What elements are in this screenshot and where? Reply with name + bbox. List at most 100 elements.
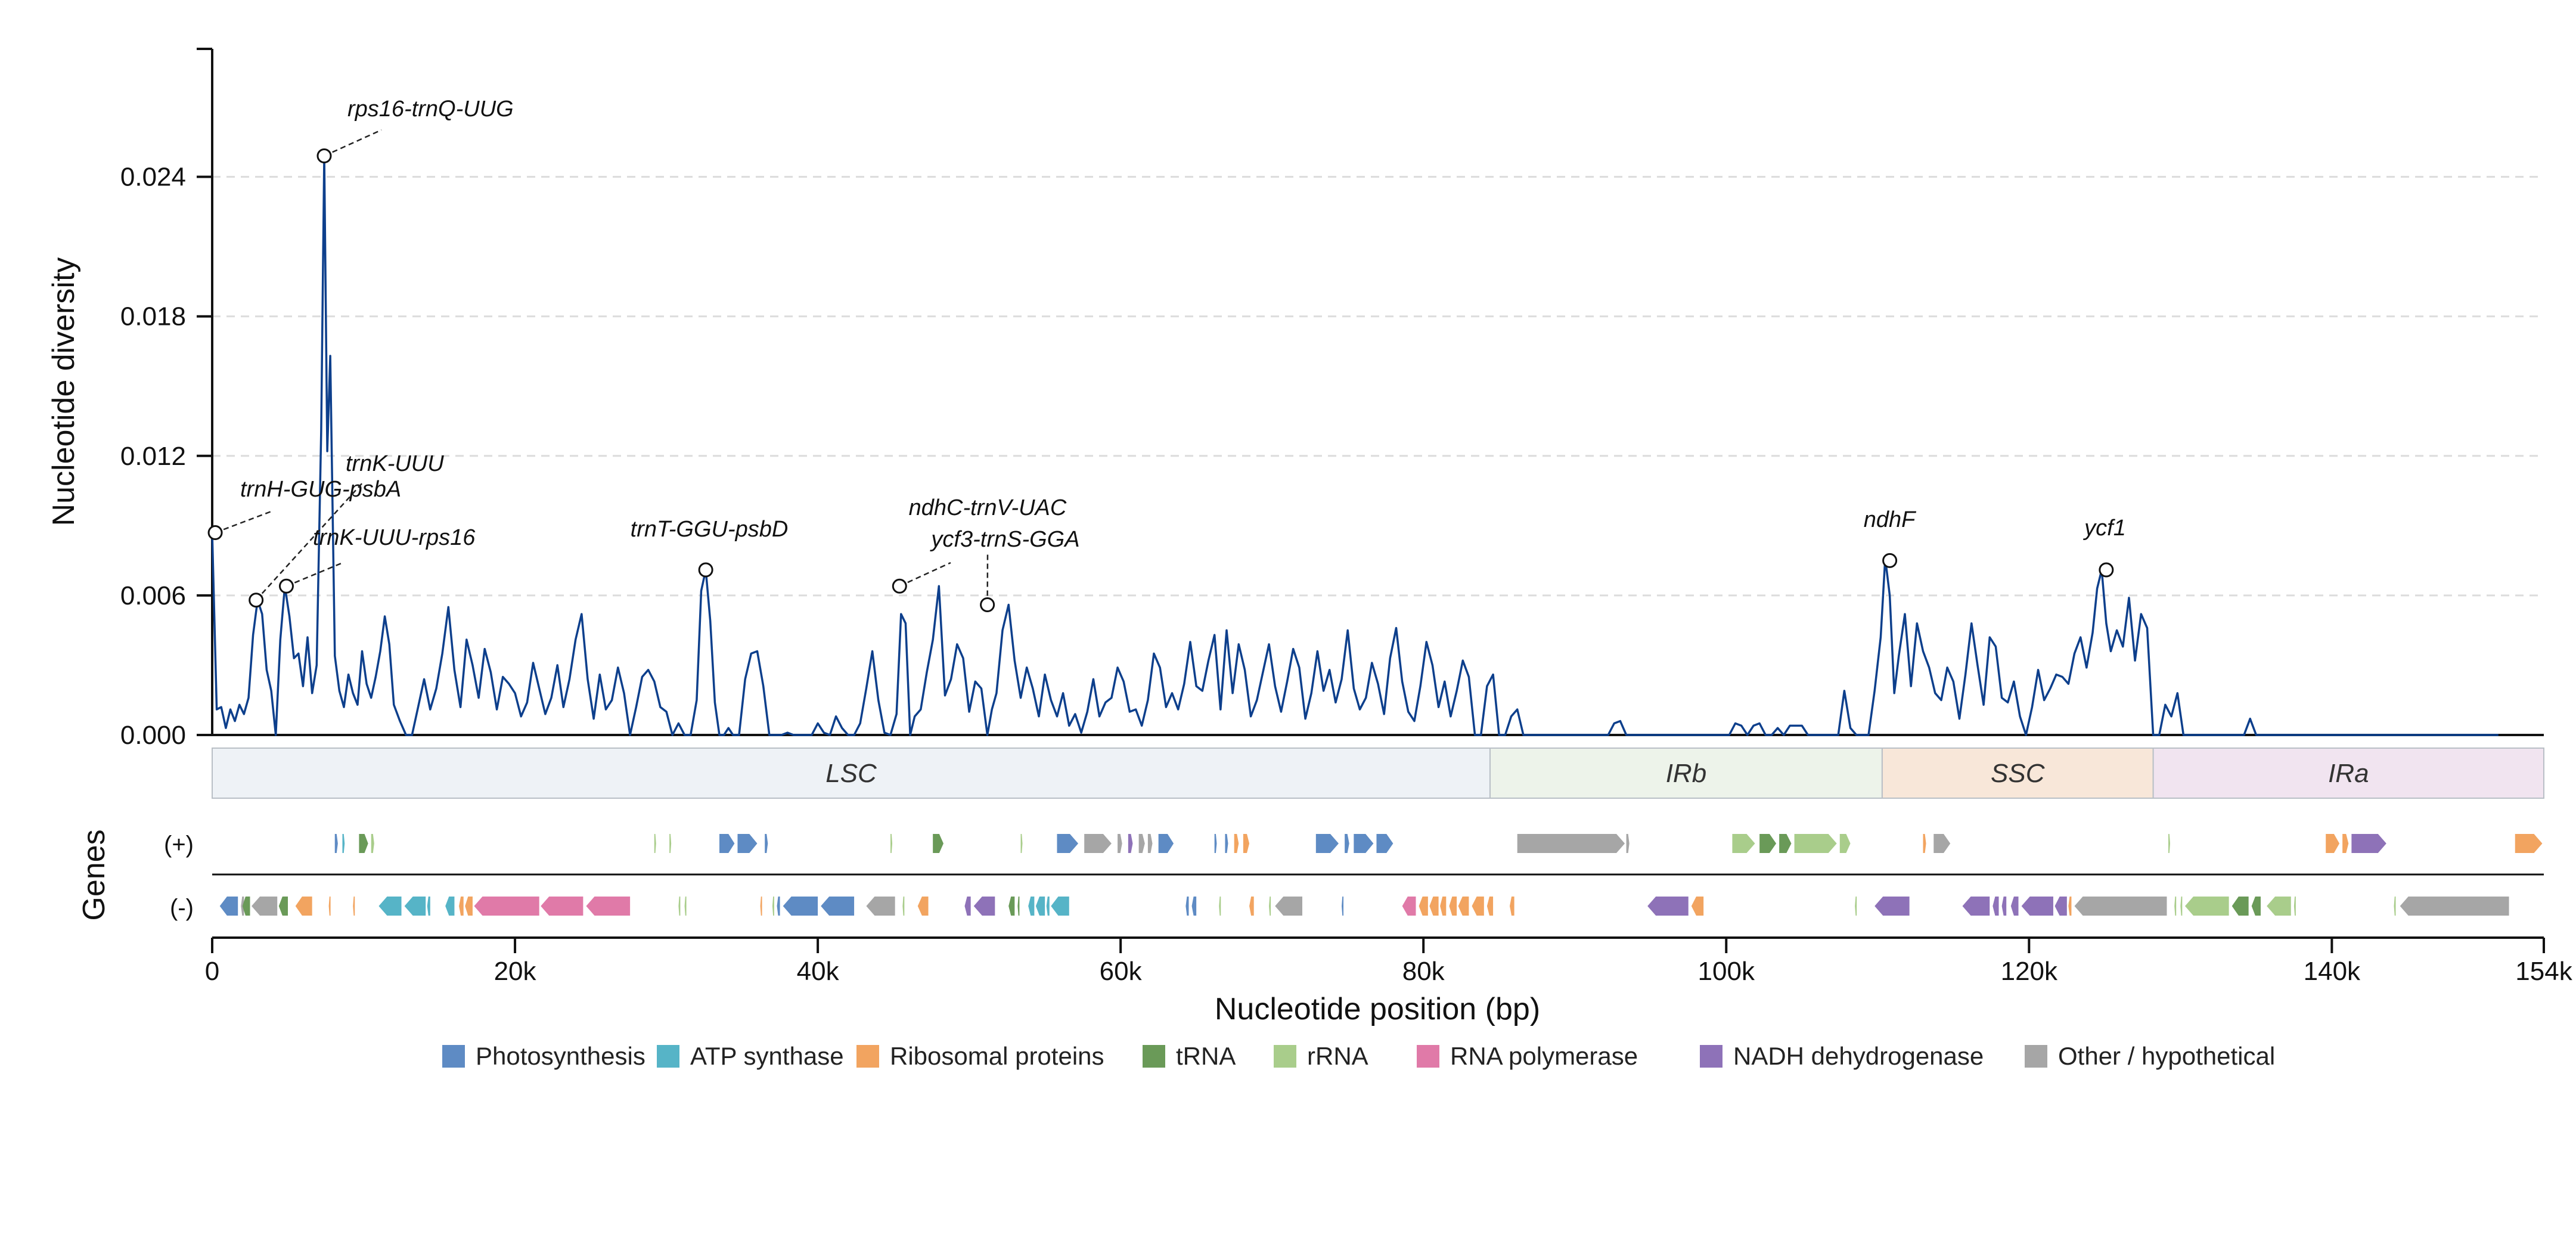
gene-arrow bbox=[541, 897, 584, 916]
x-axis-title: Nucleotide position (bp) bbox=[1215, 992, 1540, 1026]
gene-arrow bbox=[1779, 834, 1792, 853]
legend-swatch bbox=[1700, 1045, 1722, 1068]
gene-arrow bbox=[1118, 834, 1122, 853]
gene-arrow bbox=[1962, 897, 1990, 916]
peak-leader-line bbox=[285, 562, 343, 587]
gene-arrow bbox=[1923, 834, 1926, 853]
gene-arrow bbox=[777, 897, 780, 916]
gene-arrow bbox=[1458, 897, 1469, 916]
gene-arrow bbox=[890, 834, 893, 853]
y-axis-title: Nucleotide diversity bbox=[46, 258, 81, 526]
x-tick-label: 20k bbox=[494, 957, 537, 986]
x-tick-label: 140k bbox=[2304, 957, 2361, 986]
peak-label: ycf1 bbox=[2082, 516, 2126, 541]
gene-arrow bbox=[866, 897, 895, 916]
region-label: LSC bbox=[825, 759, 877, 788]
gene-arrow bbox=[1510, 897, 1514, 916]
gene-arrow bbox=[1472, 897, 1484, 916]
gene-arrow bbox=[1084, 834, 1112, 853]
gene-arrow bbox=[1342, 897, 1344, 916]
gene-arrow bbox=[2400, 897, 2509, 916]
gene-arrow bbox=[765, 834, 768, 853]
legend-swatch bbox=[442, 1045, 465, 1068]
peak-marker bbox=[980, 597, 995, 613]
gene-arrow bbox=[737, 834, 758, 853]
gene-arrow bbox=[1046, 897, 1050, 916]
x-tick-label: 60k bbox=[1100, 957, 1143, 986]
strand-minus-label: (-) bbox=[170, 895, 194, 921]
gene-arrow bbox=[295, 897, 312, 916]
gene-arrow bbox=[1234, 834, 1239, 853]
region-segment bbox=[212, 748, 1491, 799]
peak-marker bbox=[892, 578, 907, 594]
gene-arrow bbox=[1376, 834, 1393, 853]
gene-arrow bbox=[917, 897, 929, 916]
peak-marker bbox=[316, 148, 332, 163]
genes-track-title: Genes bbox=[77, 829, 111, 920]
gene-arrow bbox=[1759, 834, 1777, 853]
peak-leader-line bbox=[215, 510, 272, 534]
gene-arrow bbox=[1449, 897, 1457, 916]
gene-arrow bbox=[2326, 834, 2340, 853]
gene-arrow bbox=[1794, 834, 1837, 853]
y-gridlines bbox=[212, 176, 2544, 597]
strand-plus-label: (+) bbox=[164, 832, 194, 858]
gene-arrow bbox=[2168, 834, 2171, 853]
gene-arrow bbox=[459, 897, 464, 916]
gene-arrow bbox=[1057, 834, 1079, 853]
gene-arrow bbox=[445, 897, 455, 916]
gene-arrow bbox=[654, 834, 656, 853]
legend-swatch bbox=[1417, 1045, 1439, 1068]
gene-arrow bbox=[1185, 897, 1189, 916]
gene-arrow bbox=[902, 897, 905, 916]
gene-arrow bbox=[1839, 834, 1851, 853]
gene-arrow bbox=[2054, 897, 2067, 916]
gene-arrow bbox=[2251, 897, 2261, 916]
gene-arrow bbox=[1225, 834, 1228, 853]
gene-arrow bbox=[2232, 897, 2249, 916]
diversity-line-layer bbox=[211, 154, 2499, 736]
gene-arrow bbox=[933, 834, 944, 853]
legend-label: rRNA bbox=[1307, 1042, 1368, 1070]
axis-ticks: 0.000 0.006 0.012 0.018 0.024 0 20k 40k 60k 80k 10… bbox=[120, 163, 2573, 986]
peak-label: trnK-UUU bbox=[346, 451, 444, 476]
region-segment bbox=[1489, 748, 1883, 799]
gene-arrow bbox=[1191, 897, 1197, 916]
gene-arrow bbox=[2001, 897, 2007, 916]
gene-arrow bbox=[2174, 897, 2177, 916]
gene-arrow bbox=[2342, 834, 2349, 853]
peak-label: ndhC-trnV-UAC bbox=[909, 495, 1067, 520]
legend-label: NADH dehydrogenase bbox=[1733, 1042, 1984, 1070]
gene-arrow bbox=[1691, 897, 1704, 916]
gene-arrow bbox=[1855, 897, 1857, 916]
gene-arrow bbox=[2293, 897, 2296, 916]
peak-marker bbox=[249, 593, 264, 608]
gene-arrow bbox=[1051, 897, 1069, 916]
gene-arrow bbox=[1933, 834, 1951, 853]
x-tick-label: 100k bbox=[1698, 957, 1755, 986]
gene-tracks bbox=[219, 834, 2543, 916]
y-tick-label: 0.006 bbox=[120, 581, 186, 610]
gene-arrow bbox=[1402, 897, 1416, 916]
gene-arrow bbox=[2351, 834, 2386, 853]
gene-arrow bbox=[760, 897, 762, 916]
gene-arrow bbox=[783, 897, 818, 916]
legend-label: ATP synthase bbox=[690, 1042, 844, 1070]
gene-arrow bbox=[474, 897, 539, 916]
x-tick-label: 120k bbox=[2001, 957, 2058, 986]
gene-arrow bbox=[334, 834, 338, 853]
gene-arrow bbox=[465, 897, 473, 916]
gene-arrow bbox=[1020, 834, 1023, 853]
gene-arrow bbox=[1419, 897, 1428, 916]
x-tick-label: 40k bbox=[797, 957, 840, 986]
peak-marker bbox=[207, 525, 223, 541]
peak-label: trnH-GUG-psbA bbox=[240, 477, 401, 502]
gene-arrow bbox=[1517, 834, 1625, 853]
region-label: SSC bbox=[1991, 759, 2046, 788]
gene-arrow bbox=[1874, 897, 1910, 916]
y-tick-label: 0.024 bbox=[120, 163, 186, 192]
gene-arrow bbox=[1732, 834, 1755, 853]
legend-swatch bbox=[2025, 1045, 2047, 1068]
region-segment bbox=[2152, 748, 2545, 799]
